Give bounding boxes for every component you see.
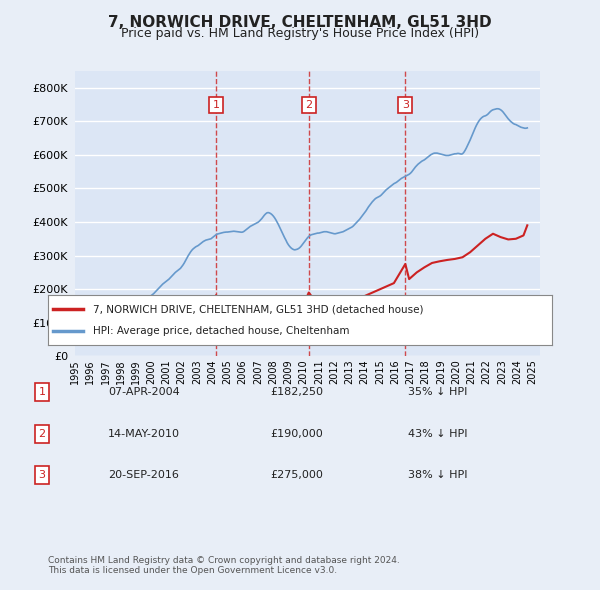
Text: 2: 2	[305, 100, 313, 110]
Text: 38% ↓ HPI: 38% ↓ HPI	[408, 470, 467, 480]
Text: 2: 2	[38, 429, 46, 438]
Text: £182,250: £182,250	[270, 388, 323, 397]
Text: £190,000: £190,000	[270, 429, 323, 438]
Text: 07-APR-2004: 07-APR-2004	[108, 388, 180, 397]
Text: 3: 3	[38, 470, 46, 480]
Text: 7, NORWICH DRIVE, CHELTENHAM, GL51 3HD (detached house): 7, NORWICH DRIVE, CHELTENHAM, GL51 3HD (…	[94, 304, 424, 314]
Text: 43% ↓ HPI: 43% ↓ HPI	[408, 429, 467, 438]
Text: 7, NORWICH DRIVE, CHELTENHAM, GL51 3HD: 7, NORWICH DRIVE, CHELTENHAM, GL51 3HD	[108, 15, 492, 30]
Text: £275,000: £275,000	[270, 470, 323, 480]
Text: Contains HM Land Registry data © Crown copyright and database right 2024.
This d: Contains HM Land Registry data © Crown c…	[48, 556, 400, 575]
Text: HPI: Average price, detached house, Cheltenham: HPI: Average price, detached house, Chel…	[94, 326, 350, 336]
Text: 3: 3	[402, 100, 409, 110]
Text: Price paid vs. HM Land Registry's House Price Index (HPI): Price paid vs. HM Land Registry's House …	[121, 27, 479, 40]
Text: 14-MAY-2010: 14-MAY-2010	[108, 429, 180, 438]
Text: 1: 1	[212, 100, 220, 110]
Text: 1: 1	[38, 388, 46, 397]
Text: 20-SEP-2016: 20-SEP-2016	[108, 470, 179, 480]
Text: 35% ↓ HPI: 35% ↓ HPI	[408, 388, 467, 397]
